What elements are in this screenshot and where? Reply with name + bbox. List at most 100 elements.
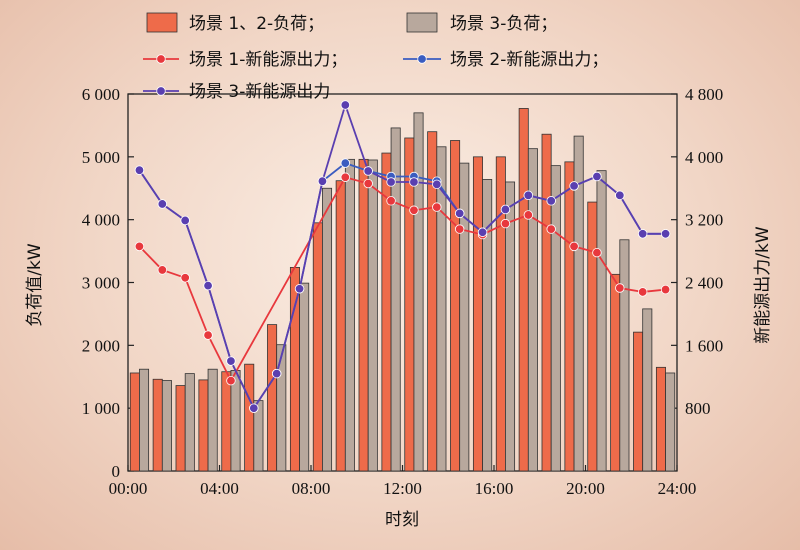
y-left-tick-label: 0 bbox=[112, 462, 121, 481]
point-scenario1-renewable bbox=[340, 172, 351, 182]
point-scenario3-renewable bbox=[454, 208, 465, 219]
bar-scenario3-load bbox=[139, 368, 150, 472]
bar-scenario12-load bbox=[152, 378, 163, 472]
point-scenario1-renewable bbox=[637, 287, 648, 297]
point-scenario3-renewable bbox=[409, 177, 419, 187]
bar-scenario3-load bbox=[322, 187, 333, 472]
bar-scenario12-load bbox=[472, 156, 483, 472]
legend-label: 场景 3-负荷； bbox=[450, 14, 557, 34]
x-tick-label: 24:00 bbox=[658, 479, 697, 498]
bar-scenario3-load bbox=[665, 372, 676, 472]
y-right-tick-label: 4 000 bbox=[685, 148, 723, 167]
bar-scenario12-load bbox=[244, 363, 255, 472]
bar-scenario3-load bbox=[344, 158, 355, 472]
bar-scenario3-load bbox=[459, 162, 470, 472]
lines bbox=[134, 100, 671, 413]
y-left-tick-label: 6 000 bbox=[82, 85, 120, 104]
x-axis-label: 时刻 bbox=[385, 510, 419, 530]
y-left-tick-label: 4 000 bbox=[82, 211, 120, 230]
bar-scenario12-load bbox=[335, 180, 346, 472]
bar-scenario12-load bbox=[221, 371, 232, 472]
bar-scenario12-load bbox=[587, 201, 598, 472]
y-axis-left-label: 负荷值/kW bbox=[25, 243, 45, 327]
line-scenario1-renewable bbox=[138, 176, 666, 383]
y-right-tick-label: 800 bbox=[685, 399, 711, 418]
bar-scenario12-load bbox=[495, 156, 506, 472]
point-scenario3-renewable bbox=[271, 368, 282, 379]
bar-scenario3-load bbox=[573, 135, 584, 472]
bar-scenario3-load bbox=[482, 179, 493, 472]
point-scenario1-renewable bbox=[500, 218, 511, 229]
x-tick-label: 20:00 bbox=[566, 479, 605, 498]
point-scenario3-renewable bbox=[363, 166, 373, 176]
bar-scenario3-load bbox=[367, 159, 378, 472]
point-scenario3-renewable bbox=[157, 199, 168, 209]
point-scenario1-renewable bbox=[409, 205, 419, 215]
bar-scenario12-load bbox=[541, 133, 552, 472]
point-scenario1-renewable bbox=[546, 224, 556, 234]
bar-scenario3-load bbox=[299, 282, 310, 472]
bar-scenario3-load bbox=[505, 181, 516, 472]
point-scenario3-renewable bbox=[317, 176, 328, 186]
bar-scenario12-load bbox=[564, 161, 575, 472]
point-scenario3-renewable bbox=[134, 165, 145, 175]
bar-scenario12-load bbox=[358, 158, 369, 472]
bar-scenario12-load bbox=[198, 379, 209, 472]
bar-scenario3-load bbox=[596, 170, 607, 472]
bar-scenario12-load bbox=[175, 385, 186, 472]
y-left-tick-label: 2 000 bbox=[82, 336, 120, 355]
point-scenario1-renewable bbox=[134, 241, 145, 252]
bar-scenario3-load bbox=[276, 344, 287, 472]
y-right-tick-label: 1 600 bbox=[685, 336, 723, 355]
y-right-tick-label: 3 200 bbox=[685, 211, 723, 230]
point-scenario1-renewable bbox=[660, 284, 671, 295]
bar-scenario12-load bbox=[610, 273, 621, 472]
point-scenario3-renewable bbox=[386, 177, 396, 187]
legend-marker bbox=[156, 54, 166, 64]
bar-scenario12-load bbox=[404, 137, 415, 472]
axes: 0 1 000 2 000 3 000 4 000 5 000 6 000 800 1 600 2… bbox=[82, 85, 724, 498]
y-left-tick-label: 1 000 bbox=[82, 399, 120, 418]
point-scenario3-renewable bbox=[660, 229, 671, 239]
point-scenario1-renewable bbox=[454, 224, 465, 234]
legend-swatch bbox=[146, 12, 178, 33]
bar-scenario12-load bbox=[289, 267, 300, 472]
bar-scenario3-load bbox=[207, 368, 218, 472]
legend-marker bbox=[156, 86, 166, 96]
y-right-tick-label: 4 800 bbox=[685, 85, 723, 104]
point-scenario3-renewable bbox=[637, 229, 648, 239]
legend-label: 场景 1-新能源出力； bbox=[189, 50, 347, 70]
y-left-tick-label: 3 000 bbox=[82, 274, 120, 293]
point-scenario3-renewable bbox=[203, 280, 213, 291]
point-scenario2-renewable bbox=[340, 158, 351, 168]
bar-scenario3-load bbox=[161, 380, 172, 472]
point-scenario1-renewable bbox=[386, 196, 396, 206]
bar-scenario3-load bbox=[619, 239, 630, 472]
legend-label: 场景 1、2-负荷； bbox=[189, 14, 324, 34]
x-tick-label: 12:00 bbox=[383, 479, 422, 498]
bar-scenario3-load bbox=[436, 146, 447, 472]
point-scenario3-renewable bbox=[180, 215, 190, 226]
point-scenario1-renewable bbox=[363, 178, 373, 189]
line-scenario3-renewable bbox=[138, 102, 666, 410]
x-tick-label: 08:00 bbox=[292, 479, 331, 498]
bar-scenario3-load bbox=[230, 370, 241, 472]
point-scenario1-renewable bbox=[180, 273, 190, 283]
point-scenario1-renewable bbox=[432, 202, 442, 212]
bar-scenario3-load bbox=[413, 112, 424, 472]
y-right-tick-label: 2 400 bbox=[685, 274, 723, 293]
bar-scenario12-load bbox=[633, 331, 644, 472]
x-tick-label: 00:00 bbox=[109, 479, 148, 498]
line-scenario2-renewable bbox=[138, 162, 666, 410]
point-scenario3-renewable bbox=[226, 356, 236, 366]
bars bbox=[129, 108, 676, 472]
y-left-tick-label: 5 000 bbox=[82, 148, 120, 167]
point-scenario3-renewable bbox=[477, 227, 488, 237]
point-scenario1-renewable bbox=[615, 283, 625, 293]
bar-scenario12-load bbox=[129, 372, 140, 472]
bar-scenario12-load bbox=[655, 366, 666, 472]
bar-scenario12-load bbox=[518, 108, 529, 472]
point-scenario1-renewable bbox=[203, 330, 213, 340]
point-scenario3-renewable bbox=[432, 179, 442, 190]
